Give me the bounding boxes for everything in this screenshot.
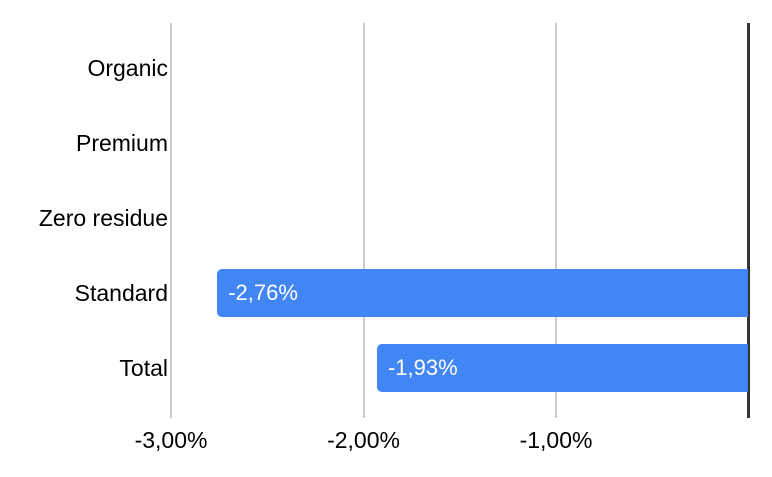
x-tick-label: -2,00% [327, 427, 400, 453]
category-label: Standard [74, 280, 168, 306]
gridline [362, 23, 365, 418]
gridline [170, 23, 172, 418]
category-label: Organic [87, 55, 168, 81]
bar-value-label: -2,76% [228, 280, 298, 305]
category-label: Total [119, 355, 168, 381]
gridline [555, 23, 557, 418]
x-tick-label: -1,00% [519, 427, 593, 453]
x-tick-label: -3,00% [134, 427, 208, 453]
bar[interactable]: -2,76% [217, 269, 749, 317]
zero-axis-line [747, 23, 750, 418]
category-label: Premium [75, 130, 168, 156]
category-label: Zero residue [38, 205, 168, 231]
bar-value-label: -1,93% [387, 355, 458, 380]
bar[interactable]: -1,93% [376, 344, 749, 392]
